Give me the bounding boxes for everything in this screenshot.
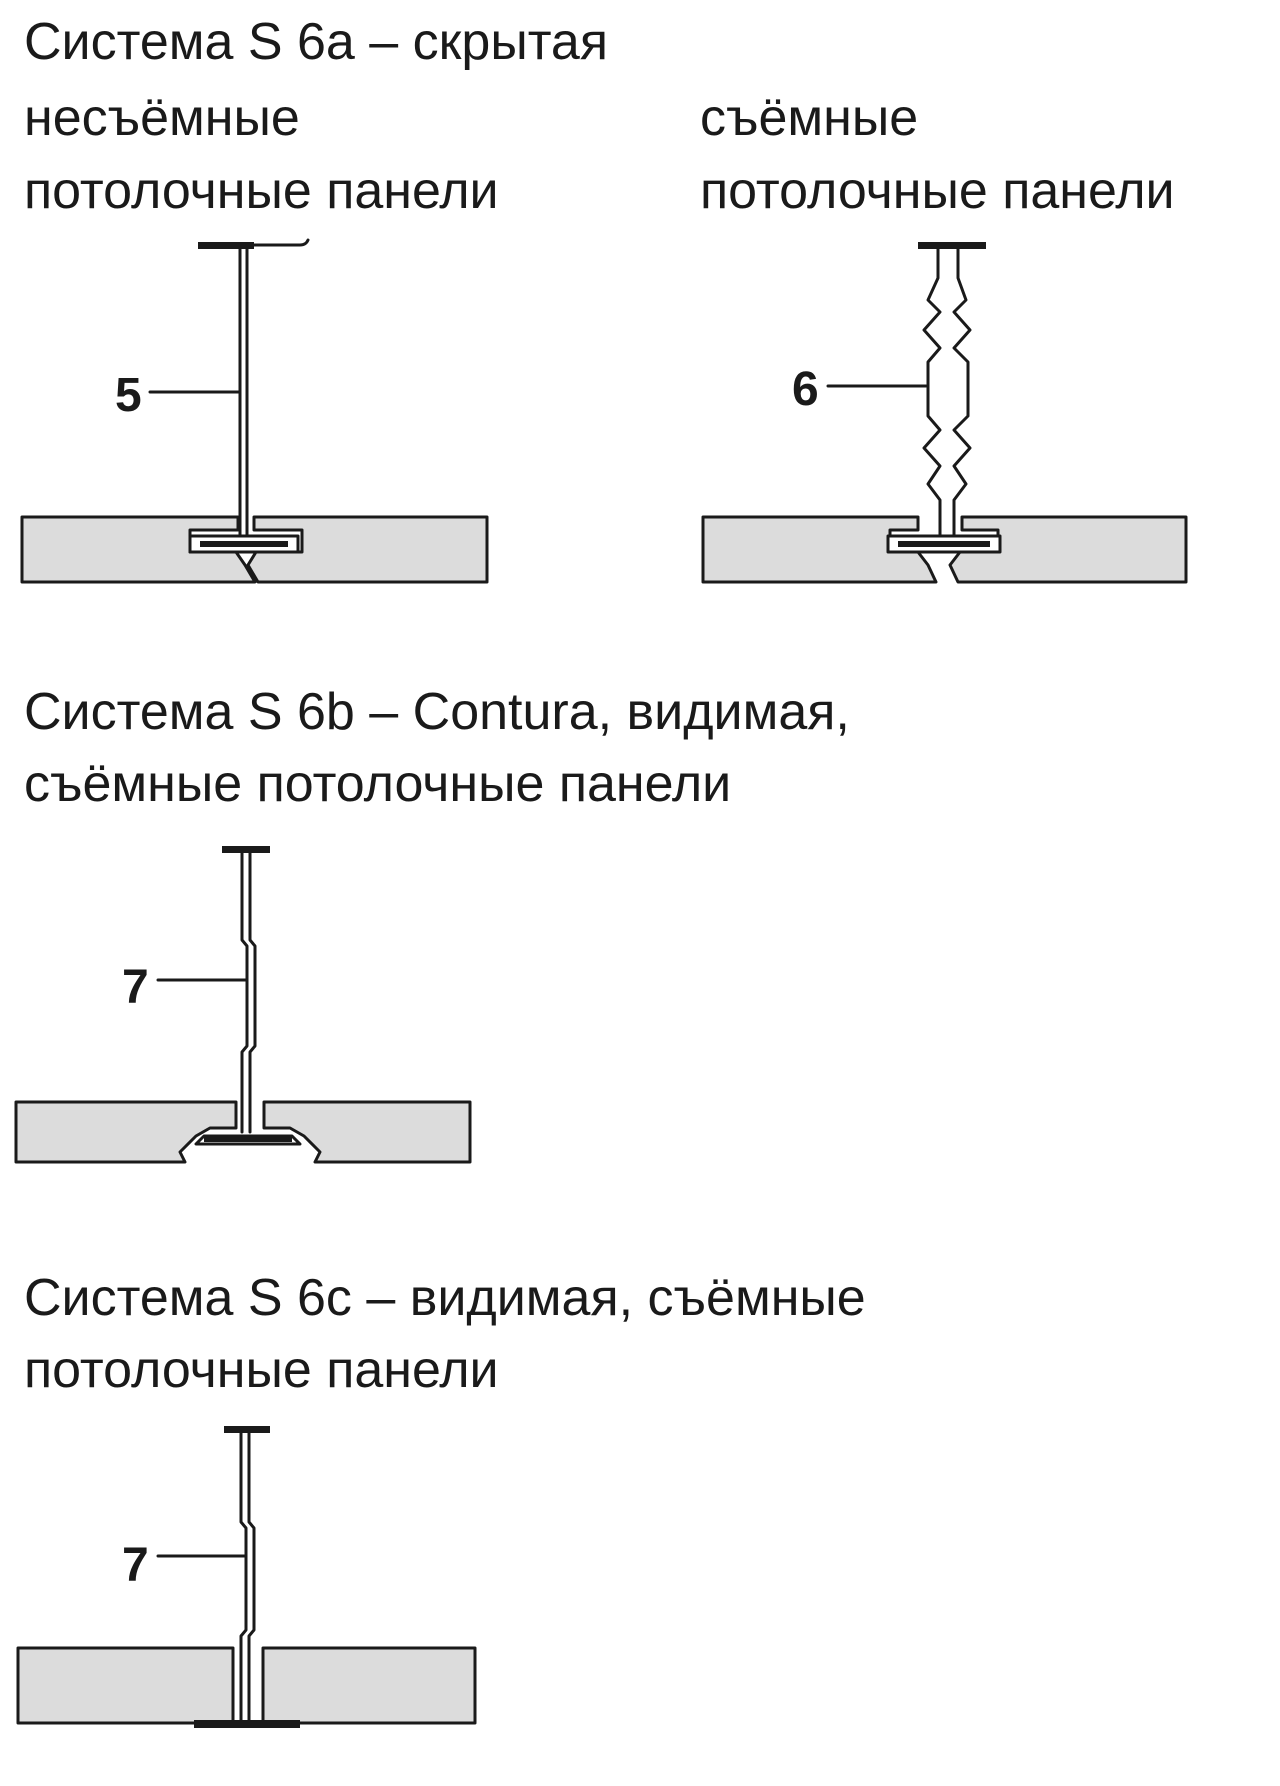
callout-7-s6c: 7: [122, 1539, 149, 1592]
callout-7-s6b: 7: [122, 961, 149, 1014]
s6c-profile: [16, 1426, 477, 1728]
s6a-left-profile: [20, 238, 489, 584]
s6b-panel-right: [262, 1100, 472, 1164]
s6c-panel-left: [16, 1646, 235, 1725]
s6a-right-top-cap: [918, 242, 986, 249]
s6c-title-line2: потолочные панели: [24, 1341, 499, 1399]
s6c-title-line1: Система S 6c – видимая, съёмные: [24, 1269, 866, 1327]
callout-5: 5: [115, 369, 142, 422]
s6b-title-line1: Система S 6b – Contura, видимая,: [24, 683, 850, 741]
s6b-profile: [14, 846, 472, 1164]
s6a-right-label-line1: съёмные: [700, 89, 919, 147]
s6c-bottom-flange: [194, 1720, 300, 1728]
s6b-top-cap: [222, 846, 270, 853]
s6a-title: Система S 6a – скрытая: [24, 13, 609, 71]
callout-6: 6: [792, 363, 819, 416]
s6a-right-label-line2: потолочные панели: [700, 162, 1175, 220]
s6a-left-top-cap: [198, 242, 254, 249]
s6b-panel-left: [14, 1100, 238, 1164]
s6c-panel-right: [261, 1646, 477, 1725]
s6b-title-line2: съёмные потолочные панели: [24, 755, 732, 813]
s6a-left-label-line2: потолочные панели: [24, 162, 499, 220]
s6a-left-label-line1: несъёмные: [24, 89, 300, 147]
s6c-top-cap: [224, 1426, 270, 1433]
s6a-right-profile: [701, 242, 1188, 584]
